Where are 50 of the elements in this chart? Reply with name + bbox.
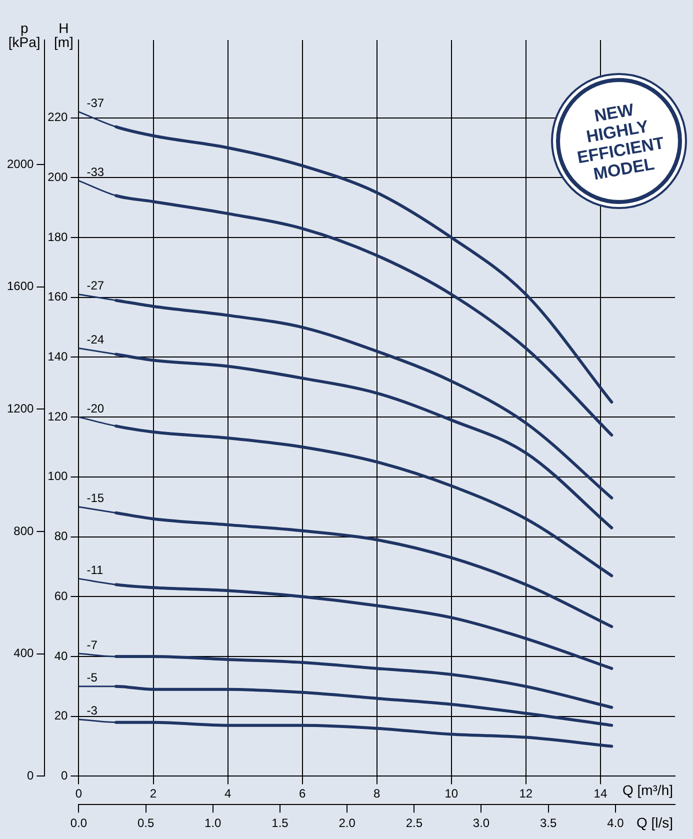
- x-tick-label: 14: [594, 786, 608, 801]
- y-tick-label: 60: [54, 588, 68, 603]
- series-label: -15: [86, 491, 104, 506]
- y2-tick-label: 1200: [6, 401, 34, 416]
- series-label: -5: [86, 670, 98, 685]
- x2-tick-label: 2.5: [406, 816, 423, 830]
- y2-tick-label: 400: [14, 646, 34, 660]
- annotation: NEW HIGHLY EFFICIENT MODEL: [574, 99, 667, 186]
- x-tick-label: 0: [75, 786, 82, 801]
- y2-tick-label: 1600: [6, 279, 34, 294]
- x2-tick-label: 0.0: [70, 816, 88, 830]
- y-tick-label: 120: [48, 409, 68, 424]
- x-tick-label: 2: [150, 786, 157, 801]
- series-label: -7: [86, 638, 98, 652]
- y-tick-label: 80: [54, 529, 68, 544]
- y2-axis-title: p [kPa]: [8, 20, 40, 50]
- x2-tick-label: 0.5: [137, 816, 154, 830]
- x2-tick-label: 2.0: [338, 816, 356, 830]
- y2-tick-label: 800: [14, 524, 34, 538]
- x2-tick-label: 3.0: [472, 816, 490, 830]
- series-label: -11: [86, 562, 104, 577]
- y-tick-label: 160: [48, 290, 68, 304]
- y-tick-label: 40: [54, 648, 68, 663]
- y-tick-label: 180: [48, 230, 68, 244]
- y-tick-label: 220: [48, 110, 68, 124]
- y2-tick-label: 0: [27, 768, 34, 783]
- x-tick-label: 6: [298, 786, 306, 801]
- series-label: -37: [86, 96, 104, 110]
- y-tick-label: 140: [48, 350, 68, 364]
- y-tick-label: 0: [61, 768, 68, 783]
- y-tick-label: 200: [48, 170, 68, 184]
- x-tick-label: 10: [444, 786, 458, 801]
- x2-tick-label: 1.5: [272, 816, 289, 830]
- x2-axis-title: Q [l/s]: [636, 814, 673, 830]
- x2-tick-label: 4.0: [607, 816, 624, 830]
- y-axis-title: H [m]: [54, 20, 74, 50]
- x-axis-title: Q [m³/h]: [622, 782, 673, 798]
- series-label: -33: [86, 164, 104, 179]
- series-label: -27: [86, 278, 104, 293]
- series-label: -20: [86, 401, 104, 416]
- series-label: -24: [86, 332, 104, 347]
- x-tick-label: 4: [224, 786, 232, 801]
- x2-tick-label: 1.0: [204, 816, 222, 830]
- y2-tick-label: 2000: [6, 156, 34, 171]
- y-tick-label: 100: [48, 469, 68, 484]
- x2-tick-label: 3.5: [540, 816, 557, 830]
- x-tick-label: 12: [519, 786, 533, 801]
- y-tick-label: 20: [54, 708, 68, 723]
- series-label: -3: [86, 704, 98, 718]
- x-tick-label: 8: [374, 786, 381, 801]
